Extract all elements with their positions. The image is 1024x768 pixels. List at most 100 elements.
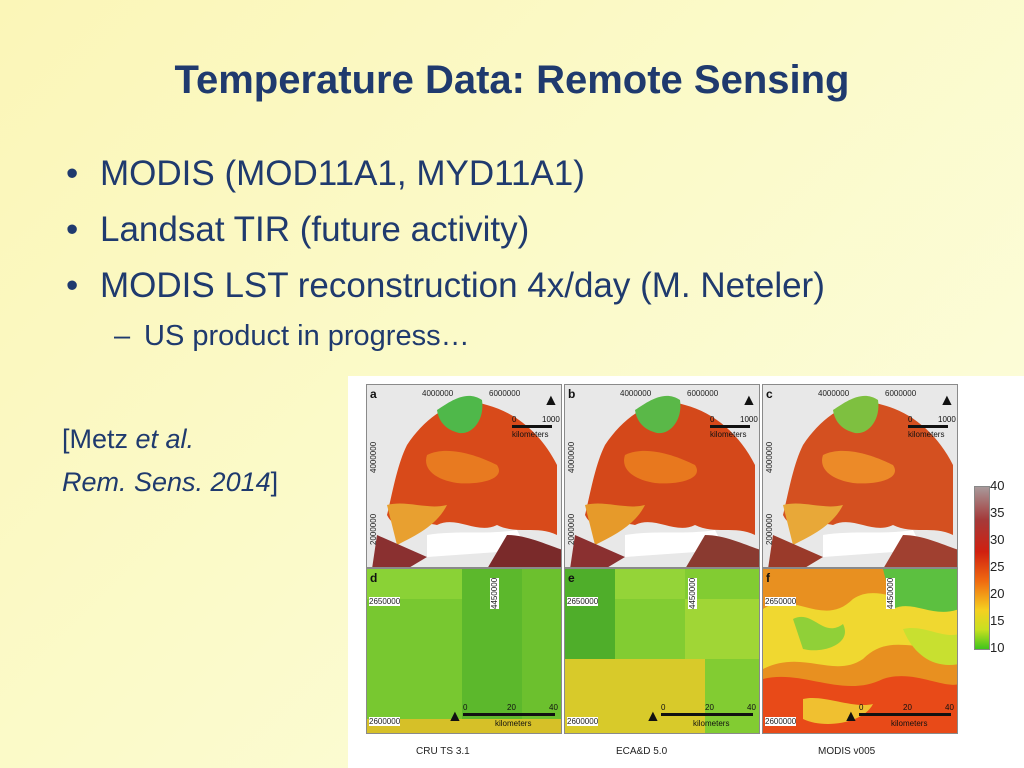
bullet-text: MODIS LST reconstruction 4x/day (M. Nete… [100,266,825,305]
map-panel-b: b 4000000 6000000 4000000 2000000 ▲ 0 10… [564,384,760,568]
tick-label: 2650000 [567,597,599,606]
tick-label: 2000000 [765,513,774,545]
map-panel-f: f 2650000 2600000 4450000 ▲ 0 20 40 kilo… [762,568,958,734]
north-arrow-icon: ▲ [843,708,859,725]
scale-tick: 20 [903,703,912,712]
scale-end: 1000 [938,415,956,424]
tick-label: 4450000 [886,577,895,609]
caption-modis: MODIS v005 [818,746,876,757]
dash-icon: – [114,320,131,352]
tick-label: 6000000 [687,389,719,398]
colorbar-label: 35 [990,505,1005,520]
europe-map-a [367,385,561,567]
tick-label: 4000000 [765,441,774,473]
caption-ecad: ECA&D 5.0 [616,746,668,757]
scale-bar [710,425,750,428]
panel-label: d [370,571,378,585]
colorbar [974,486,990,650]
scale-start: 0 [908,415,913,424]
scale-tick: 40 [747,703,756,712]
scale-unit: kilometers [512,430,549,439]
zoom-map-f [763,569,957,733]
tick-label: 4450000 [688,577,697,609]
scale-unit: kilometers [495,719,532,728]
tick-label: 2650000 [765,597,797,606]
north-arrow-icon: ▲ [543,392,559,409]
bullet-item: • Landsat TIR (future activity) [66,202,825,258]
scale-unit: kilometers [710,430,747,439]
citation-etal: et al. [135,424,195,454]
bullet-icon: • [66,154,79,193]
scale-tick: 0 [859,703,864,712]
bullet-list: • MODIS (MOD11A1, MYD11A1) • Landsat TIR (… [66,146,825,358]
tick-label: 2650000 [369,597,401,606]
citation: [Metz et al. Rem. Sens. 2014] [62,418,278,504]
tick-label: 4000000 [369,441,378,473]
scale-bar [512,425,552,428]
tick-label: 4000000 [567,441,576,473]
map-panel-a: a 4000000 6000000 4000000 2000000 ▲ 0 10… [366,384,562,568]
scale-unit: kilometers [891,719,928,728]
tick-label: 4000000 [422,389,454,398]
scale-end: 1000 [542,415,560,424]
panel-label: e [568,571,575,585]
tick-label: 4000000 [818,389,850,398]
bullet-text: MODIS (MOD11A1, MYD11A1) [100,154,585,193]
tick-label: 2600000 [567,717,599,726]
bullet-icon: • [66,210,79,249]
scale-start: 0 [710,415,715,424]
bullet-item: • MODIS (MOD11A1, MYD11A1) [66,146,825,202]
colorbar-label: 15 [990,613,1005,628]
north-arrow-icon: ▲ [939,392,955,409]
sub-bullet-text: US product in progress… [144,320,470,352]
europe-map-c [763,385,957,567]
tick-label: 2600000 [369,717,401,726]
north-arrow-icon: ▲ [741,392,757,409]
panel-label: c [766,387,773,401]
scale-bar [661,713,753,716]
scale-tick: 40 [945,703,954,712]
colorbar-label: 25 [990,559,1005,574]
scale-tick: 20 [507,703,516,712]
citation-journal: Rem. Sens. 2014 [62,467,271,497]
caption-cru: CRU TS 3.1 [416,746,470,757]
bullet-icon: • [66,266,79,305]
scale-tick: 0 [463,703,468,712]
map-panel-e: e 2650000 2600000 4450000 ▲ 0 20 40 kilo… [564,568,760,734]
scale-bar [463,713,555,716]
scale-start: 0 [512,415,517,424]
citation-open: [Metz [62,424,136,454]
tick-label: 2600000 [765,717,797,726]
sub-bullet-item: – US product in progress… [114,314,825,358]
europe-map-b [565,385,759,567]
scale-bar [859,713,951,716]
tick-label: 2000000 [567,513,576,545]
scale-end: 1000 [740,415,758,424]
map-panel-c: c 4000000 6000000 4000000 2000000 ▲ 0 10… [762,384,958,568]
north-arrow-icon: ▲ [447,708,463,725]
bullet-item: • MODIS LST reconstruction 4x/day (M. Net… [66,258,825,314]
panel-label: a [370,387,377,401]
citation-line-1: [Metz et al. [62,418,278,461]
scale-tick: 20 [705,703,714,712]
zoom-map-e [565,569,759,733]
map-panel-d: d 2650000 2600000 4450000 ▲ 0 20 40 kilo… [366,568,562,734]
north-arrow-icon: ▲ [645,708,661,725]
panel-label: b [568,387,576,401]
bullet-text: Landsat TIR (future activity) [100,210,530,249]
tick-label: 4450000 [490,577,499,609]
scale-bar [908,425,948,428]
colorbar-label: 30 [990,532,1005,547]
colorbar-label: 20 [990,586,1005,601]
tick-label: 4000000 [620,389,652,398]
tick-label: 2000000 [369,513,378,545]
slide-title: Temperature Data: Remote Sensing [174,58,850,102]
figure-panel-grid: a 4000000 6000000 4000000 2000000 ▲ 0 10… [348,376,1024,768]
scale-tick: 0 [661,703,666,712]
panel-label: f [766,571,770,585]
colorbar-label: 10 [990,640,1005,655]
tick-label: 6000000 [885,389,917,398]
colorbar-label: 40 [990,478,1005,493]
scale-unit: kilometers [908,430,945,439]
zoom-map-d [367,569,561,733]
